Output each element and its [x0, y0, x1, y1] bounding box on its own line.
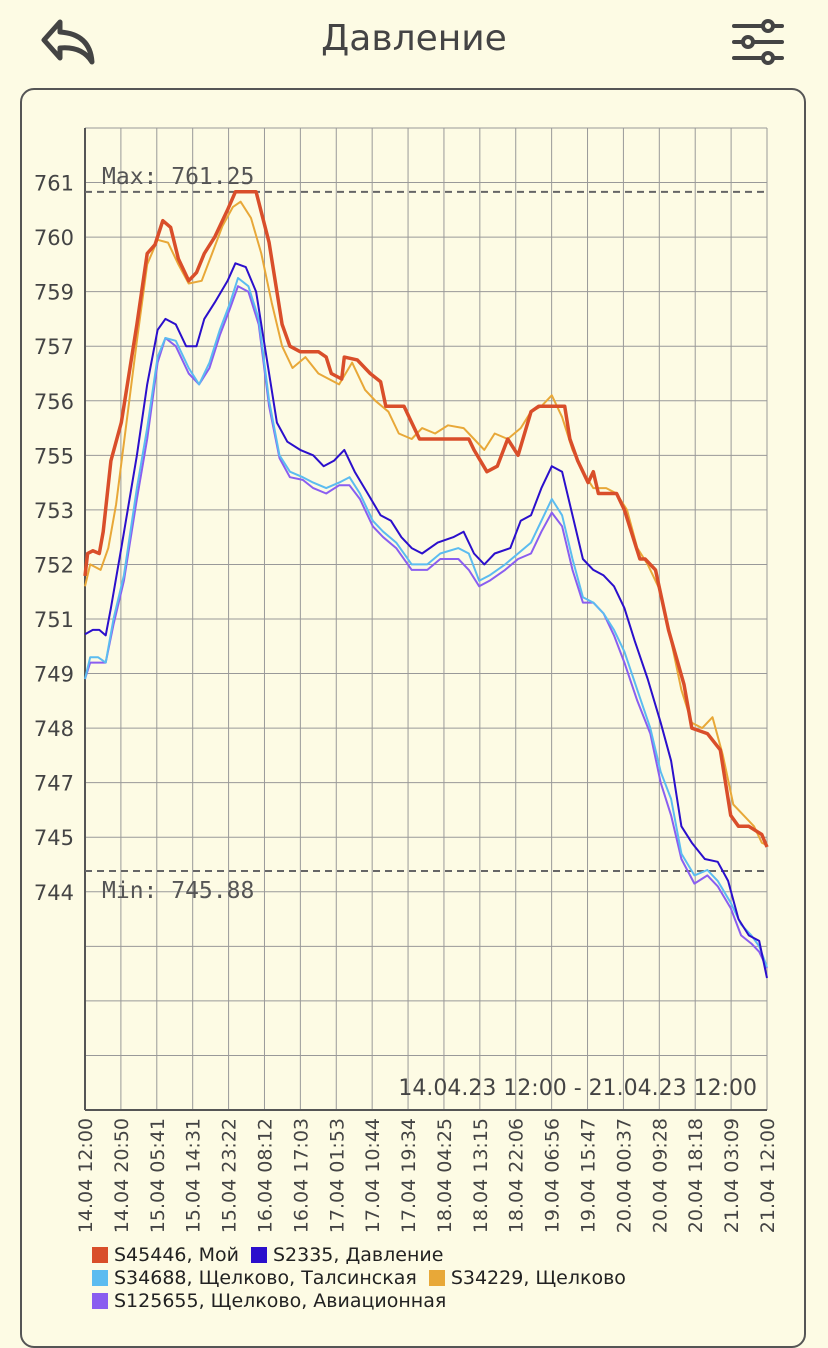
chart-legend: S45446, Мой S2335, Давление S34688, Щелко… [92, 1244, 638, 1313]
min-label: Min: 745.88 [102, 878, 254, 904]
legend-swatch [250, 1247, 267, 1263]
x-tick-label: 19.04 15:47 [578, 1118, 600, 1233]
x-axis: 14.04 12:00 14.04 20:50 15.04 05:41 15.04 1… [75, 1118, 779, 1233]
series-line [84, 200, 768, 847]
chart-grid [84, 127, 768, 1111]
x-tick-label: 21.04 12:00 [757, 1118, 779, 1233]
legend-item[interactable]: S125655, Щелково, Авиационная [92, 1290, 446, 1312]
y-tick-label: 756 [34, 390, 74, 414]
x-tick-label: 20.04 09:28 [649, 1118, 671, 1233]
x-tick-label: 19.04 06:56 [542, 1118, 564, 1233]
legend-item[interactable]: S34229, Щелково [428, 1267, 626, 1289]
series-line [84, 277, 768, 968]
x-tick-label: 21.04 03:09 [721, 1118, 743, 1233]
y-axis: 761 760 759 757 756 755 753 752 751 749 748 747 745 7… [34, 172, 74, 905]
x-tick-label: 20.04 00:37 [613, 1118, 635, 1233]
page-title: Давление [321, 18, 507, 59]
back-arrow-icon [41, 19, 95, 65]
legend-item[interactable]: S2335, Давление [250, 1244, 444, 1266]
x-tick-label: 20.04 18:18 [685, 1118, 707, 1233]
legend-label: S2335, Давление [272, 1244, 444, 1266]
x-tick-label: 17.04 19:34 [398, 1118, 420, 1233]
y-tick-label: 744 [34, 881, 74, 905]
back-button[interactable] [38, 16, 102, 72]
x-tick-label: 17.04 10:44 [362, 1118, 384, 1233]
legend-swatch [92, 1293, 108, 1309]
legend-label: S45446, Мой [114, 1244, 239, 1266]
y-tick-label: 759 [34, 281, 74, 305]
y-tick-label: 755 [34, 444, 74, 468]
x-tick-label: 17.04 01:53 [326, 1118, 348, 1233]
series-line [83, 190, 769, 848]
legend-label: S34229, Щелково [450, 1267, 626, 1289]
app-header: Давление [0, 0, 828, 88]
x-tick-label: 14.04 12:00 [75, 1118, 97, 1233]
legend-swatch [428, 1270, 445, 1286]
y-tick-label: 748 [34, 717, 74, 741]
sliders-icon [732, 19, 784, 65]
x-tick-label: 18.04 04:25 [434, 1118, 456, 1233]
x-tick-label: 14.04 20:50 [111, 1118, 133, 1233]
x-tick-label: 15.04 14:31 [183, 1118, 205, 1233]
x-tick-label: 15.04 23:22 [219, 1118, 241, 1233]
legend-item[interactable]: S34688, Щелково, Талсинская [92, 1267, 417, 1289]
date-range-label: 14.04.23 12:00 - 21.04.23 12:00 [398, 1076, 757, 1101]
reference-lines: Max: 761.25 Min: 745.88 [85, 164, 767, 904]
y-tick-label: 751 [34, 608, 74, 632]
settings-button[interactable] [728, 16, 788, 68]
x-tick-label: 15.04 05:41 [147, 1118, 169, 1233]
legend-label: S34688, Щелково, Талсинская [114, 1267, 417, 1289]
x-tick-label: 18.04 13:15 [470, 1118, 492, 1233]
x-tick-label: 16.04 17:03 [290, 1118, 312, 1233]
series-lines [83, 190, 769, 979]
x-tick-label: 16.04 08:12 [254, 1118, 276, 1233]
legend-item[interactable]: S45446, Мой [92, 1244, 239, 1266]
y-tick-label: 757 [34, 335, 74, 359]
y-tick-label: 749 [34, 663, 74, 687]
y-tick-label: 747 [34, 772, 74, 796]
y-tick-label: 752 [34, 553, 74, 577]
legend-label: S125655, Щелково, Авиационная [114, 1290, 447, 1312]
y-tick-label: 761 [34, 172, 74, 196]
max-label: Max: 761.25 [102, 164, 254, 190]
y-tick-label: 760 [34, 226, 74, 250]
series-line [84, 285, 768, 969]
legend-swatch [92, 1247, 108, 1263]
y-tick-label: 745 [34, 826, 74, 850]
legend-swatch [92, 1270, 108, 1286]
y-tick-label: 753 [34, 499, 74, 523]
x-tick-label: 18.04 22:06 [506, 1118, 528, 1233]
series-line [84, 262, 768, 979]
